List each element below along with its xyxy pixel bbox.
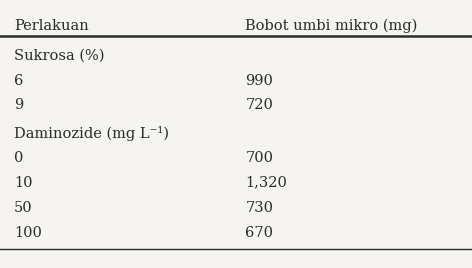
Text: 50: 50	[14, 201, 33, 215]
Text: 6: 6	[14, 74, 24, 88]
Text: 730: 730	[245, 201, 273, 215]
Text: Perlakuan: Perlakuan	[14, 19, 89, 33]
Text: Sukrosa (%): Sukrosa (%)	[14, 48, 105, 62]
Text: 0: 0	[14, 151, 24, 165]
Text: 670: 670	[245, 226, 273, 240]
Text: Daminozide (mg L⁻¹): Daminozide (mg L⁻¹)	[14, 126, 169, 141]
Text: 100: 100	[14, 226, 42, 240]
Text: 9: 9	[14, 98, 24, 112]
Text: 10: 10	[14, 176, 33, 189]
Text: 700: 700	[245, 151, 273, 165]
Text: 1,320: 1,320	[245, 176, 287, 189]
Text: 720: 720	[245, 98, 273, 112]
Text: Bobot umbi mikro (mg): Bobot umbi mikro (mg)	[245, 19, 418, 33]
Text: 990: 990	[245, 74, 273, 88]
